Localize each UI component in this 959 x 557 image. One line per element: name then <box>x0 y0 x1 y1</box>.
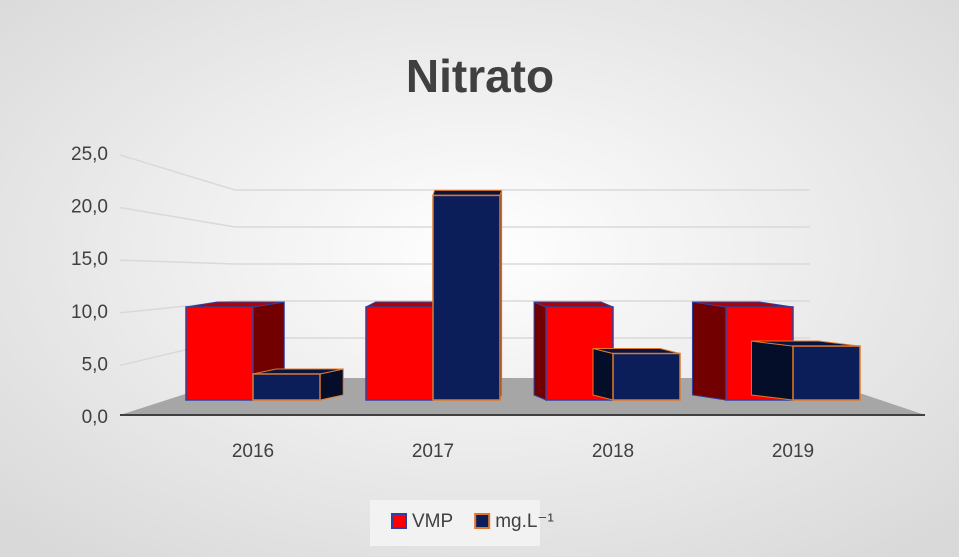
y-tick-label: 10,0 <box>71 302 108 323</box>
legend-swatch <box>474 513 491 529</box>
legend-label: mg.L⁻¹ <box>495 511 554 532</box>
bar-side <box>592 347 614 401</box>
x-tick-label: 2017 <box>412 441 454 462</box>
x-tick-label: 2016 <box>232 441 274 462</box>
y-tick-label: 15,0 <box>71 249 108 270</box>
y-tick-label: 0,0 <box>82 407 108 428</box>
bar <box>185 306 254 401</box>
legend-label: VMP <box>412 511 453 532</box>
chart-title: Nitrato <box>406 50 554 102</box>
y-tick-label: 25,0 <box>71 144 108 165</box>
bar-side <box>533 301 547 401</box>
grid-line <box>119 300 810 314</box>
x-tick-label: 2019 <box>772 441 814 462</box>
bar <box>432 194 501 401</box>
bar <box>252 373 321 401</box>
bar <box>792 345 861 401</box>
bar-side <box>691 301 727 401</box>
legend-swatch <box>391 513 407 529</box>
bar-top <box>432 189 503 196</box>
grid-line <box>119 259 810 265</box>
y-tick-label: 5,0 <box>82 354 108 375</box>
y-tick-label: 20,0 <box>71 197 108 218</box>
bar <box>612 352 681 401</box>
grid-line <box>119 154 810 191</box>
grid-line <box>119 206 810 228</box>
x-tick-label: 2018 <box>592 441 634 462</box>
bar <box>365 306 434 401</box>
bar-side <box>750 340 794 401</box>
